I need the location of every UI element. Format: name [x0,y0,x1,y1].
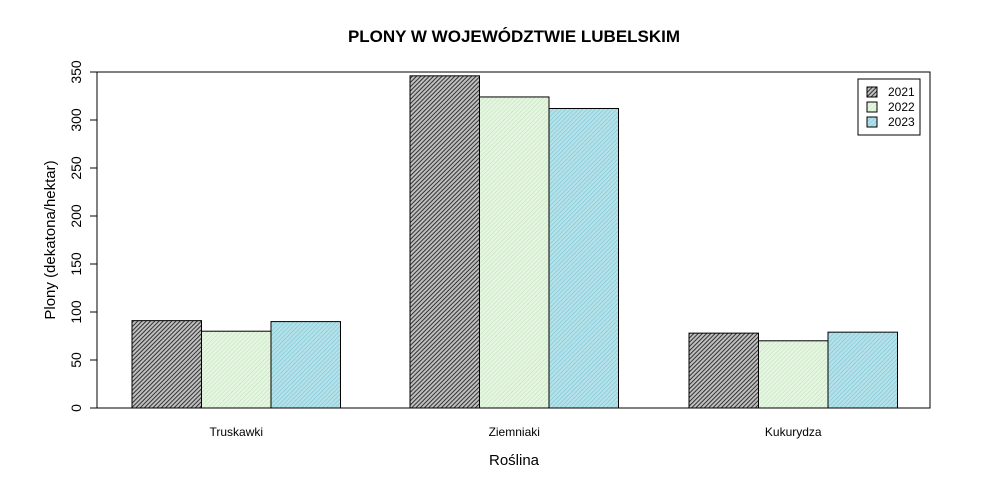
bar-truskawki-2022 [201,330,272,409]
chart-title: PLONY W WOJEWÓDZTWIE LUBELSKIM [348,27,680,46]
bar-truskawki-2023 [270,321,341,409]
bar-truskawki-2021 [131,320,202,409]
x-tick-label: Ziemniaki [489,425,540,439]
y-tick-label: 50 [68,352,84,368]
legend-swatch-2022 [866,101,878,113]
legend-swatch-2023 [866,116,878,128]
x-tick-label: Truskawki [209,425,263,439]
bar-kukurydza-2021 [688,332,759,409]
y-tick-label: 150 [68,252,84,276]
bar-ziemniaki-2021 [409,75,480,409]
x-tick-label: Kukurydza [765,425,822,439]
bars-group [131,75,898,409]
y-axis: 0 50 100 150 200 250 300 350 [68,60,98,412]
y-tick-label: 250 [68,156,84,180]
x-tick-labels: Truskawki Ziemniaki Kukurydza [209,425,821,439]
y-axis-label: Plony (dekatona/hektar) [42,160,59,319]
legend-label-2022: 2022 [888,100,915,114]
y-tick-label: 350 [68,60,84,84]
x-axis-label: Roślina [489,452,540,469]
legend-swatch-2021 [866,86,878,98]
bar-kukurydza-2023 [827,331,898,409]
legend-label-2023: 2023 [888,115,915,129]
legend-label-2021: 2021 [888,85,915,99]
y-tick-label: 100 [68,300,84,324]
bar-kukurydza-2022 [758,340,829,409]
bar-ziemniaki-2022 [479,96,550,409]
bar-ziemniaki-2023 [548,107,619,409]
y-tick-label: 300 [68,108,84,132]
y-tick-label: 200 [68,204,84,228]
y-tick-label: 0 [68,404,84,412]
